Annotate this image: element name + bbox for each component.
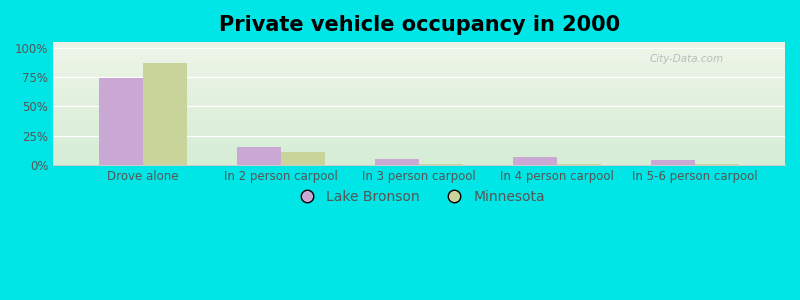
Bar bbox=[513, 157, 557, 165]
Title: Private vehicle occupancy in 2000: Private vehicle occupancy in 2000 bbox=[218, 15, 620, 35]
Bar bbox=[143, 63, 187, 165]
Text: City-Data.com: City-Data.com bbox=[650, 54, 724, 64]
Bar bbox=[695, 164, 739, 165]
Bar bbox=[419, 164, 463, 165]
Bar bbox=[98, 78, 143, 165]
Bar bbox=[281, 152, 326, 165]
Legend: Lake Bronson, Minnesota: Lake Bronson, Minnesota bbox=[287, 184, 551, 210]
Bar bbox=[375, 159, 419, 165]
Bar bbox=[237, 147, 281, 165]
Bar bbox=[651, 160, 695, 165]
Bar bbox=[557, 164, 602, 165]
